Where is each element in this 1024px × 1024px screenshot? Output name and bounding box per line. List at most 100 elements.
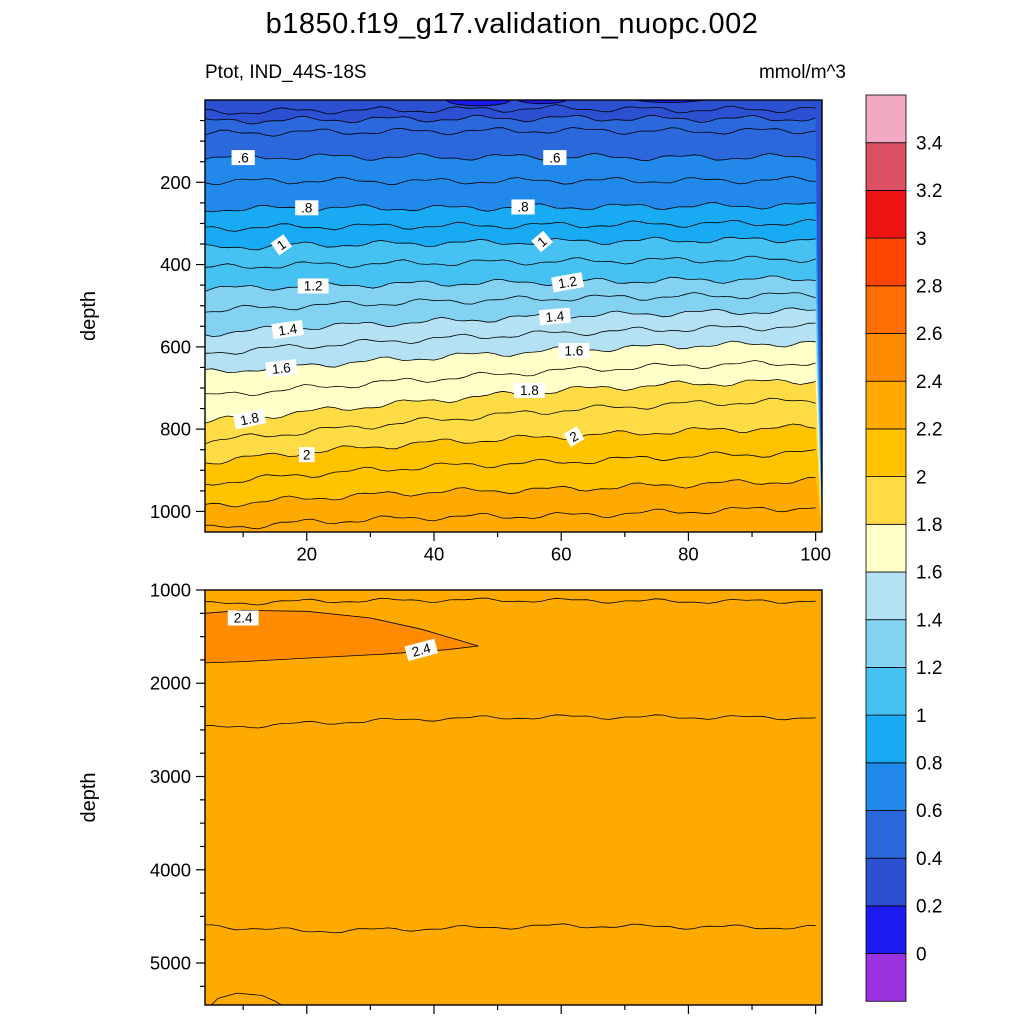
- colorbar-segment: [865, 953, 907, 1002]
- contour-label: 1.4: [271, 320, 304, 340]
- svg-text:3000: 3000: [150, 766, 191, 787]
- contour-label: 1.2: [297, 278, 329, 294]
- contour-line: [205, 176, 816, 185]
- colorbar-label: 2.8: [916, 276, 942, 297]
- svg-text:600: 600: [160, 336, 191, 357]
- svg-text:1000: 1000: [150, 501, 191, 522]
- colorbar-segment: [865, 523, 907, 573]
- contour-label: 1: [270, 234, 293, 256]
- colorbar-segment: [865, 810, 907, 859]
- colorbar-label: 2.6: [916, 324, 942, 345]
- colorbar-segment: [865, 333, 907, 382]
- colorbar-label: 1.6: [916, 563, 942, 584]
- axis-ticks: [196, 589, 817, 1014]
- colorbar-segment: [865, 237, 907, 287]
- contour-label: .6: [231, 150, 255, 165]
- contour-line: [205, 449, 816, 486]
- depth-axis-label: depth: [78, 291, 100, 341]
- colorbar-label: 0.2: [916, 897, 942, 918]
- figure-title: b1850.f19_g17.validation_nuopc.002: [265, 8, 759, 40]
- contour-line: [205, 307, 816, 338]
- svg-text:60: 60: [551, 543, 572, 564]
- svg-text:1000: 1000: [150, 579, 191, 600]
- colorbar-segment: [865, 857, 907, 907]
- surface-pocket: [516, 100, 568, 105]
- contour-line: [205, 714, 816, 729]
- contour-line: [205, 114, 816, 125]
- svg-text:.8: .8: [517, 200, 528, 215]
- colorbar-label: 2.4: [916, 372, 943, 393]
- colorbar-segment: [865, 142, 907, 191]
- tick-labels: 1000 2000 3000 4000 5000: [150, 579, 191, 973]
- contour-label: 2: [298, 447, 315, 462]
- contour-line: [205, 506, 816, 530]
- svg-text:100: 100: [800, 543, 831, 564]
- units-label: mmol/m^3: [758, 62, 846, 83]
- contour-label: 2.4: [227, 610, 259, 626]
- svg-text:2: 2: [303, 447, 311, 462]
- contour-label: 1: [531, 230, 553, 253]
- svg-text:800: 800: [160, 419, 191, 440]
- contour-line: [205, 152, 816, 162]
- colorbar: 0 0.2 0.4 0.6 0.8 1 1.2 1.4 1.6 1.8 2 2.2 2.4 2.6 2.8 3…: [865, 94, 943, 1002]
- colorbar-segment: [865, 905, 907, 955]
- colorbar-label: 1: [916, 706, 927, 727]
- colorbar-segment: [865, 667, 907, 716]
- colorbar-segment: [865, 380, 907, 430]
- lower-panel: 2.4 2.4 1000 2000 3000 4000 5000 depth: [78, 579, 823, 1014]
- contour-label: 1.2: [551, 272, 585, 293]
- svg-text:1.6: 1.6: [271, 360, 291, 377]
- contour-label: 2: [563, 426, 585, 447]
- svg-text:.6: .6: [238, 150, 249, 165]
- svg-text:1.2: 1.2: [304, 279, 323, 294]
- contour-line: [205, 397, 816, 445]
- contour-label: 1.8: [232, 408, 267, 430]
- variable-region-label: Ptot, IND_44S-18S: [205, 62, 367, 83]
- colorbar-label: 1.2: [916, 658, 942, 679]
- contour-label: 1.8: [514, 382, 545, 398]
- svg-text:1.2: 1.2: [557, 273, 578, 291]
- svg-text:20: 20: [296, 543, 317, 564]
- contour-line: [205, 255, 816, 269]
- svg-text:1.4: 1.4: [277, 321, 298, 339]
- svg-text:2.4: 2.4: [410, 640, 432, 659]
- contour-label: 1.6: [558, 343, 590, 358]
- svg-text:5000: 5000: [150, 953, 191, 974]
- axis-ticks: [196, 119, 817, 541]
- svg-text:80: 80: [678, 543, 699, 564]
- colorbar-label: 3.4: [916, 133, 943, 154]
- colorbar-segment: [865, 285, 907, 334]
- contour-line: [205, 104, 816, 115]
- contour-label: 1.6: [265, 359, 298, 378]
- colorbar-segment: [865, 428, 907, 477]
- contour-line: [205, 340, 816, 374]
- contour-line: [205, 218, 816, 232]
- colorbar-label: 2: [916, 467, 927, 488]
- depth-axis-label: depth: [78, 772, 100, 822]
- contour-label: .8: [295, 200, 319, 216]
- colorbar-segment: [865, 476, 907, 525]
- colorbar-label: 0.6: [916, 801, 942, 822]
- contour-line: [205, 379, 816, 424]
- contour-line: [211, 992, 282, 1005]
- svg-text:2.4: 2.4: [234, 611, 253, 626]
- colorbar-label: 0: [916, 944, 927, 965]
- colorbar-segment: [865, 189, 907, 239]
- svg-text:4000: 4000: [150, 859, 191, 880]
- svg-text:1.4: 1.4: [545, 308, 565, 325]
- svg-text:.6: .6: [549, 150, 560, 165]
- colorbar-label: 2.2: [916, 420, 942, 441]
- axis-border: [204, 99, 823, 533]
- svg-text:.8: .8: [301, 201, 312, 216]
- colorbar-label: 3.2: [916, 181, 942, 202]
- contour-label: .6: [543, 150, 567, 165]
- tick-labels: 200 400 600 800 1000 20 40 60 80 100: [150, 172, 831, 565]
- svg-text:1.8: 1.8: [520, 383, 539, 398]
- svg-text:200: 200: [160, 172, 191, 193]
- colorbar-label: 1.4: [916, 610, 943, 631]
- colorbar-label: 0.8: [916, 753, 942, 774]
- contour-line: [205, 292, 816, 313]
- contour-line: [205, 360, 816, 397]
